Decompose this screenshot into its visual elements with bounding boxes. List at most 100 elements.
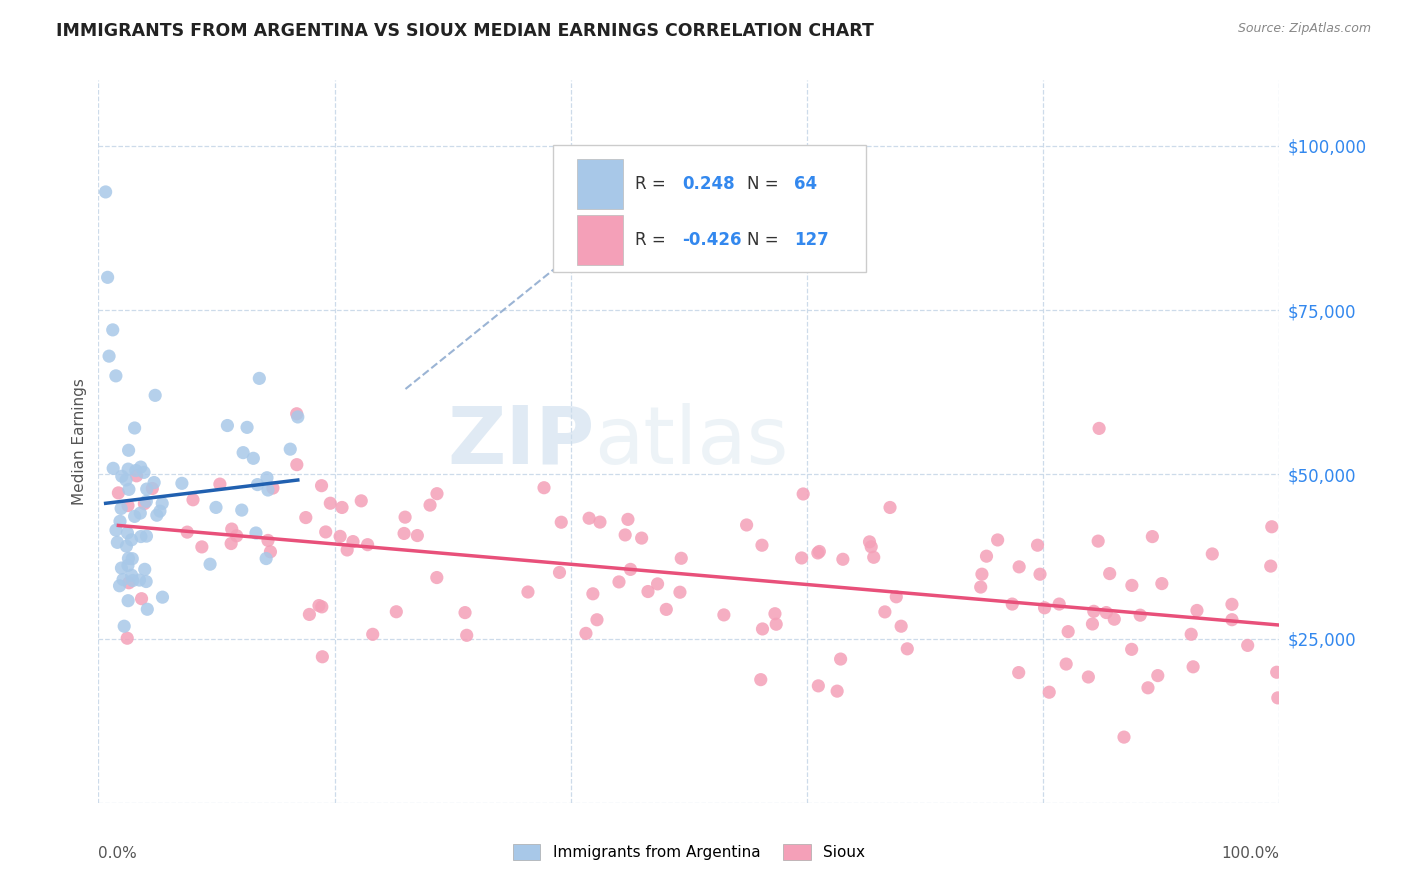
Point: [350, 493, 373, 508]
Point: [1236, 639, 1258, 653]
Point: [117, 525, 139, 540]
Text: ZIP: ZIP: [447, 402, 595, 481]
Text: Source: ZipAtlas.com: Source: ZipAtlas.com: [1237, 22, 1371, 36]
Point: [219, 536, 242, 550]
Point: [1033, 600, 1056, 615]
Point: [117, 443, 139, 458]
Point: [298, 607, 321, 622]
Point: [406, 528, 429, 542]
Point: [647, 577, 669, 591]
Point: [308, 599, 330, 613]
Point: [285, 407, 308, 421]
Point: [101, 323, 124, 337]
Point: [221, 522, 243, 536]
Point: [121, 574, 143, 588]
Point: [115, 539, 138, 553]
Text: -0.426: -0.426: [682, 231, 741, 249]
Point: [1001, 597, 1024, 611]
Point: [807, 546, 830, 560]
Text: atlas: atlas: [595, 402, 789, 481]
Point: [152, 590, 174, 604]
Point: [198, 558, 221, 572]
Point: [278, 442, 301, 457]
Point: [134, 497, 156, 511]
Point: [1098, 566, 1121, 581]
FancyBboxPatch shape: [553, 145, 866, 272]
Point: [976, 549, 998, 564]
Point: [550, 515, 572, 529]
Point: [807, 679, 830, 693]
Point: [1142, 530, 1164, 544]
Point: [713, 607, 735, 622]
Point: [311, 478, 333, 492]
Point: [117, 593, 139, 607]
Point: [1180, 627, 1202, 641]
Point: [1008, 665, 1031, 680]
Point: [454, 606, 477, 620]
Point: [1077, 670, 1099, 684]
Point: [231, 503, 253, 517]
Point: [246, 477, 269, 491]
Point: [136, 602, 159, 616]
Text: 64: 64: [794, 175, 817, 193]
Point: [262, 481, 284, 495]
Point: [1182, 660, 1205, 674]
Text: 0.0%: 0.0%: [98, 847, 138, 861]
Point: [860, 540, 883, 554]
Point: [117, 558, 139, 573]
Point: [831, 552, 853, 566]
Point: [1047, 597, 1070, 611]
Point: [426, 570, 449, 584]
Point: [135, 482, 157, 496]
Point: [669, 585, 692, 599]
Point: [1038, 685, 1060, 699]
Point: [1220, 613, 1243, 627]
Point: [311, 649, 333, 664]
Text: IMMIGRANTS FROM ARGENTINA VS SIOUX MEDIAN EARNINGS CORRELATION CHART: IMMIGRANTS FROM ARGENTINA VS SIOUX MEDIA…: [56, 22, 875, 40]
Text: 100.0%: 100.0%: [1222, 847, 1279, 861]
Point: [394, 510, 416, 524]
Point: [749, 673, 772, 687]
Point: [97, 270, 120, 285]
Point: [858, 534, 880, 549]
Point: [256, 471, 278, 485]
Point: [150, 496, 173, 510]
Point: [1054, 657, 1077, 671]
Point: [245, 526, 267, 541]
Point: [735, 518, 758, 533]
Point: [765, 617, 787, 632]
Point: [108, 579, 131, 593]
Point: [419, 498, 441, 512]
Point: [311, 599, 333, 614]
Point: [110, 501, 132, 516]
Point: [257, 533, 280, 548]
Point: [98, 349, 121, 363]
Point: [1088, 421, 1111, 435]
FancyBboxPatch shape: [576, 215, 623, 265]
Point: [342, 534, 364, 549]
Point: [517, 585, 540, 599]
Point: [112, 619, 135, 633]
Point: [125, 468, 148, 483]
Point: [191, 540, 214, 554]
Point: [129, 460, 152, 475]
Point: [121, 551, 143, 566]
Point: [336, 543, 359, 558]
Point: [329, 529, 352, 543]
FancyBboxPatch shape: [576, 159, 623, 209]
Point: [143, 475, 166, 490]
Point: [115, 473, 138, 487]
Point: [607, 574, 630, 589]
Point: [1104, 612, 1126, 626]
Point: [575, 626, 598, 640]
Point: [128, 573, 150, 587]
Point: [117, 551, 139, 566]
Point: [257, 483, 280, 497]
Point: [330, 500, 353, 515]
Point: [1267, 690, 1289, 705]
Point: [361, 627, 384, 641]
Point: [254, 551, 277, 566]
Point: [124, 509, 146, 524]
Point: [111, 469, 134, 483]
Y-axis label: Median Earnings: Median Earnings: [72, 378, 87, 505]
